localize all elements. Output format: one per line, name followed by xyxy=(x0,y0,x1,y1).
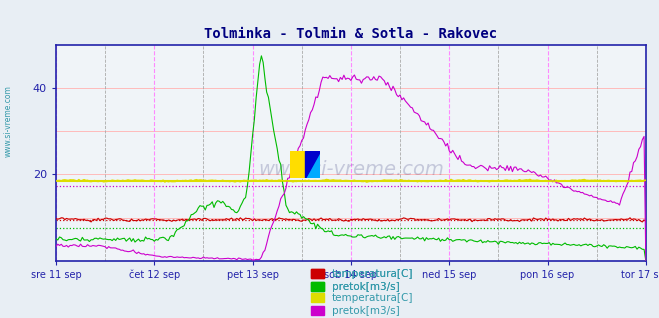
Legend: temperatura[C], pretok[m3/s]: temperatura[C], pretok[m3/s] xyxy=(311,293,414,316)
Title: Tolminka - Tolmin & Sotla - Rakovec: Tolminka - Tolmin & Sotla - Rakovec xyxy=(204,27,498,41)
Legend: temperatura[C], pretok[m3/s]: temperatura[C], pretok[m3/s] xyxy=(311,269,414,292)
Polygon shape xyxy=(304,151,320,178)
Text: www.si-vreme.com: www.si-vreme.com xyxy=(258,161,444,179)
Bar xyxy=(290,151,304,178)
Polygon shape xyxy=(304,151,320,178)
Text: www.si-vreme.com: www.si-vreme.com xyxy=(3,85,13,157)
